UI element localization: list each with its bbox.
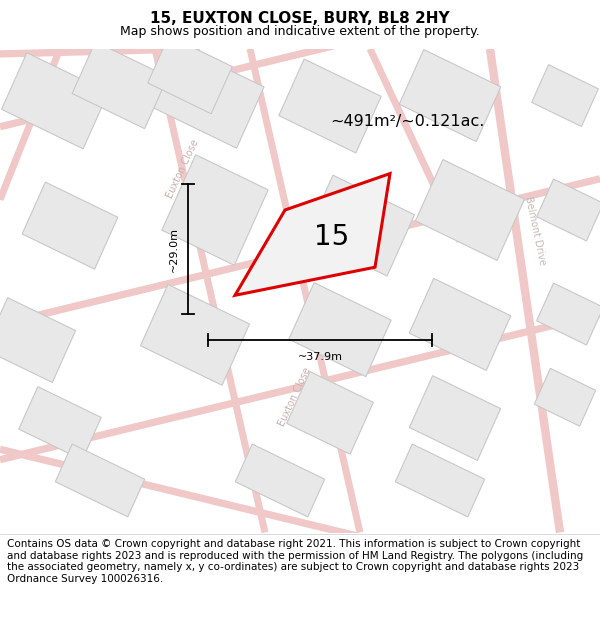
Polygon shape <box>0 446 600 599</box>
Polygon shape <box>535 368 596 426</box>
Polygon shape <box>536 283 600 345</box>
Text: Belmont Drive: Belmont Drive <box>523 196 547 266</box>
Polygon shape <box>140 284 250 385</box>
Polygon shape <box>148 36 232 114</box>
Text: Euxton Close: Euxton Close <box>165 138 201 199</box>
Polygon shape <box>19 387 101 460</box>
Polygon shape <box>247 48 364 533</box>
Polygon shape <box>162 155 268 265</box>
Text: Contains OS data © Crown copyright and database right 2021. This information is : Contains OS data © Crown copyright and d… <box>7 539 583 584</box>
Polygon shape <box>2 52 109 149</box>
Polygon shape <box>235 444 325 517</box>
Polygon shape <box>22 182 118 269</box>
Polygon shape <box>0 298 76 382</box>
Polygon shape <box>279 59 381 153</box>
Polygon shape <box>395 444 485 517</box>
Polygon shape <box>486 48 564 533</box>
Polygon shape <box>399 49 501 142</box>
Text: 15: 15 <box>314 222 349 251</box>
Polygon shape <box>0 48 63 201</box>
Text: Map shows position and indicative extent of the property.: Map shows position and indicative extent… <box>120 25 480 38</box>
Text: ~37.9m: ~37.9m <box>298 352 343 362</box>
Polygon shape <box>536 179 600 241</box>
Polygon shape <box>72 42 168 129</box>
Polygon shape <box>367 47 463 242</box>
Polygon shape <box>289 282 391 377</box>
Polygon shape <box>0 45 200 58</box>
Polygon shape <box>55 444 145 517</box>
Text: ~491m²/~0.121ac.: ~491m²/~0.121ac. <box>330 114 484 129</box>
Polygon shape <box>0 311 600 463</box>
Polygon shape <box>152 48 268 533</box>
Polygon shape <box>0 175 600 328</box>
Polygon shape <box>287 371 373 454</box>
Polygon shape <box>409 278 511 371</box>
Polygon shape <box>415 159 524 261</box>
Text: ~29.0m: ~29.0m <box>169 226 179 271</box>
Polygon shape <box>0 0 600 131</box>
Polygon shape <box>146 43 264 148</box>
Polygon shape <box>305 175 415 276</box>
Text: Euxton Close: Euxton Close <box>277 366 313 428</box>
Polygon shape <box>409 376 500 461</box>
Polygon shape <box>235 174 390 295</box>
Polygon shape <box>532 64 598 126</box>
Text: 15, EUXTON CLOSE, BURY, BL8 2HY: 15, EUXTON CLOSE, BURY, BL8 2HY <box>150 11 450 26</box>
